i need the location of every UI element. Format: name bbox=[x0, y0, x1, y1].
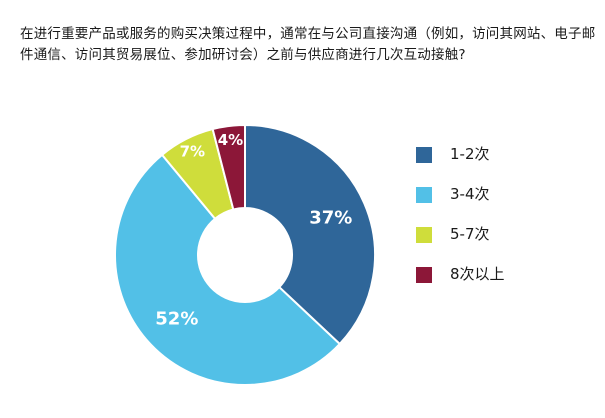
data-label-3: 7% bbox=[180, 143, 205, 161]
legend-swatch bbox=[416, 187, 432, 203]
legend-swatch bbox=[416, 147, 432, 163]
data-label-1: 37% bbox=[309, 207, 352, 228]
legend-swatch bbox=[416, 227, 432, 243]
donut-slice-1 bbox=[244, 123, 376, 346]
legend-label: 5-7次 bbox=[450, 225, 490, 243]
data-label-4: 4% bbox=[218, 131, 243, 149]
donut-slices bbox=[114, 123, 376, 386]
chart-title: 在进行重要产品或服务的购买决策过程中，通常在与公司直接沟通（例如，访问其网站、电… bbox=[20, 26, 596, 63]
donut-slice-4 bbox=[211, 123, 246, 211]
data-label-2: 52% bbox=[155, 309, 198, 330]
donut-slice-2 bbox=[114, 153, 342, 386]
legend-swatch bbox=[416, 267, 432, 283]
legend-label: 3-4次 bbox=[450, 185, 490, 203]
legend-label: 1-2次 bbox=[450, 145, 490, 163]
legend-label: 8次以上 bbox=[450, 265, 505, 283]
data-labels: 37% 52% 7% 4% bbox=[155, 131, 352, 330]
